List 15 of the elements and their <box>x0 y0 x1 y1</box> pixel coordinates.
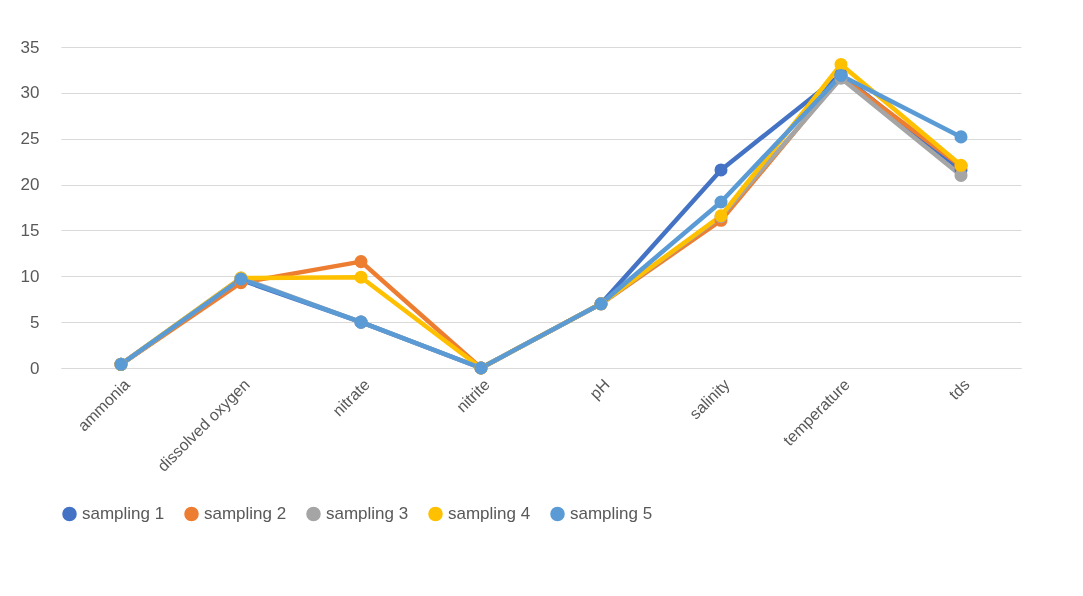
y-tick-label: 35 <box>20 37 40 57</box>
y-tick-label: 15 <box>20 220 40 240</box>
y-tick-label: 0 <box>30 358 40 378</box>
y-tick-label: 25 <box>20 129 40 149</box>
x-tick-label: pH <box>586 375 613 403</box>
legend-label: sampling 2 <box>204 503 287 523</box>
y-tick-label: 10 <box>20 266 40 286</box>
x-tick-label: tds <box>945 375 973 403</box>
y-tick-label: 5 <box>30 312 40 332</box>
legend-label: sampling 3 <box>326 503 409 523</box>
y-tick-label: 30 <box>20 83 40 103</box>
legend-label: sampling 1 <box>82 503 165 523</box>
legend-label: sampling 4 <box>448 503 531 523</box>
y-tick-label: 20 <box>20 175 40 195</box>
legend-label: sampling 5 <box>570 503 653 523</box>
